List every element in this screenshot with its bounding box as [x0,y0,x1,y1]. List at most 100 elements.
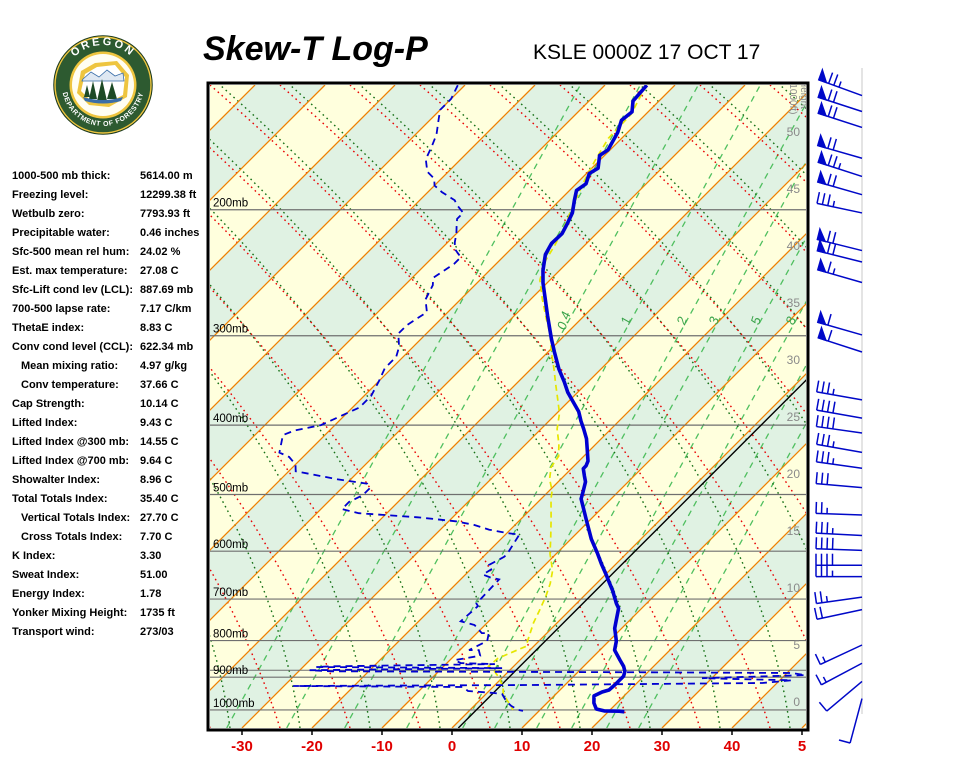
temp-tick-label: -10 [371,738,393,755]
height-tick-label: 50 [787,125,801,139]
index-value: 12299.38 ft [140,189,197,201]
index-row: Lifted Index @700 mb: 9.64 C [12,452,212,471]
pressure-label: 300mb [213,324,248,336]
index-value: 24.02 % [140,246,181,258]
index-row: ThetaE index: 8.83 C [12,319,212,338]
height-tick-label: 20 [787,467,801,481]
wind-barb [815,537,863,552]
wind-barb [816,238,863,263]
pressure-label: 400mb [213,413,248,425]
agency-logo-seal: OREGON DEPARTMENT OF FORESTRY [53,35,153,135]
index-row: Vertical Totals Index: 27.70 C [12,509,212,528]
index-row: Precipitable water: 0.46 inches [12,224,212,243]
index-label: Total Totals Index: [12,493,108,505]
wind-barb [816,226,863,252]
pressure-label: 700mb [213,587,248,599]
index-value: 5614.00 m [140,170,193,182]
wind-barb [816,169,863,196]
index-row: Energy Index: 1.78 [12,585,212,604]
wind-barb [817,325,863,353]
index-value: 7.17 C/km [140,303,192,315]
plot-area: 0.4 1 2 3 5 8200mb300mb400mb500mb600mb700mb80… [210,80,806,728]
index-label: 1000-500 mb thick: [12,170,111,182]
index-row: 1000-500 mb thick: 5614.00 m [12,167,212,186]
dewpoint-trace [278,85,806,712]
wind-barb [816,257,863,284]
index-value: 10.14 C [140,398,179,410]
pressure-label: 600mb [213,539,248,551]
index-value: 4.97 g/kg [140,360,188,372]
index-label: K Index: [12,550,56,562]
page-title: Skew-T Log-P [203,30,428,68]
index-row: Yonker Mixing Height: 1735 ft [12,604,212,623]
mixing-ratio-label: 1 [617,315,634,327]
index-value: 37.66 C [140,379,179,391]
index-row: K Index: 3.30 [12,547,212,566]
index-value: 9.64 C [140,455,173,467]
index-row: Sfc-Lift cond lev (LCL): 887.69 mb [12,281,212,300]
wind-barb [815,662,863,686]
index-label: Transport wind: [12,626,95,638]
temp-tick-label: 0 [448,738,456,755]
temp-tick-label: 30 [654,738,671,755]
index-label: Cross Totals Index: [21,531,123,543]
index-label: Lifted Index @300 mb: [12,436,130,448]
index-row: Cross Totals Index: 7.70 C [12,528,212,547]
index-label: Freezing level: [12,189,89,201]
wind-barb [815,415,863,434]
temp-axis-labels: -30 -20 -10 0 10 20 30 40 5 [231,730,806,755]
logo-water [83,97,123,104]
wind-barb [838,698,863,744]
index-row: Sweat Index: 51.00 [12,566,212,585]
wind-barb [816,191,863,214]
index-row: Transport wind: 273/03 [12,623,212,642]
index-label: Conv temperature: [21,379,119,391]
zero-isotherm-line [457,379,806,728]
height-axis-title-units: (1000ft) [787,80,798,114]
pressure-label: 200mb [213,198,248,210]
index-value: 7.70 C [140,531,173,543]
wind-barb [815,380,863,401]
wind-barb [813,606,863,620]
index-label: Wetbulb zero: [12,208,85,220]
mixing-ratio-label: 0.4 [554,310,574,332]
index-label: ThetaE index: [12,322,85,334]
wind-barb [817,84,863,113]
index-row: Wetbulb zero: 7793.93 ft [12,205,212,224]
wind-barb [815,565,862,578]
index-label: Energy Index: [12,588,85,600]
index-label: Sfc-Lift cond lev (LCL): [12,284,133,296]
index-value: 622.34 mb [140,341,194,353]
temp-tick-label: 40 [724,738,741,755]
index-value: 273/03 [140,626,174,638]
index-row: Cap Strength: 10.14 C [12,395,212,414]
height-tick-label: 0 [793,695,800,709]
index-label: 700-500 lapse rate: [12,303,111,315]
pressure-label: 800mb [213,629,248,641]
index-label: Yonker Mixing Height: [12,607,128,619]
index-label: Vertical Totals Index: [21,512,131,524]
wind-barb [815,450,863,470]
index-row: Sfc-500 mean rel hum: 24.02 % [12,243,212,262]
index-label: Conv cond level (CCL): [12,341,134,353]
index-row: Showalter Index: 8.96 C [12,471,212,490]
index-label: Sfc-500 mean rel hum: [12,246,130,258]
wind-barb [817,149,863,178]
wind-barb [816,309,863,336]
dry-adiabats [210,85,806,728]
index-value: 1735 ft [140,607,175,619]
wind-barb [815,521,863,537]
height-tick-label: 40 [787,239,801,253]
wetbulb-trace [487,85,647,711]
index-row: Lifted Index: 9.43 C [12,414,212,433]
height-tick-label: 15 [787,524,801,538]
index-row: Est. max temperature: 27.08 C [12,262,212,281]
wind-barb [815,472,863,489]
index-label: Cap Strength: [12,398,85,410]
indices-panel: 1000-500 mb thick: 5614.00 m Freezing leve… [12,167,212,642]
pressure-label: 900mb [213,665,248,677]
temp-tick-label: -20 [301,738,323,755]
